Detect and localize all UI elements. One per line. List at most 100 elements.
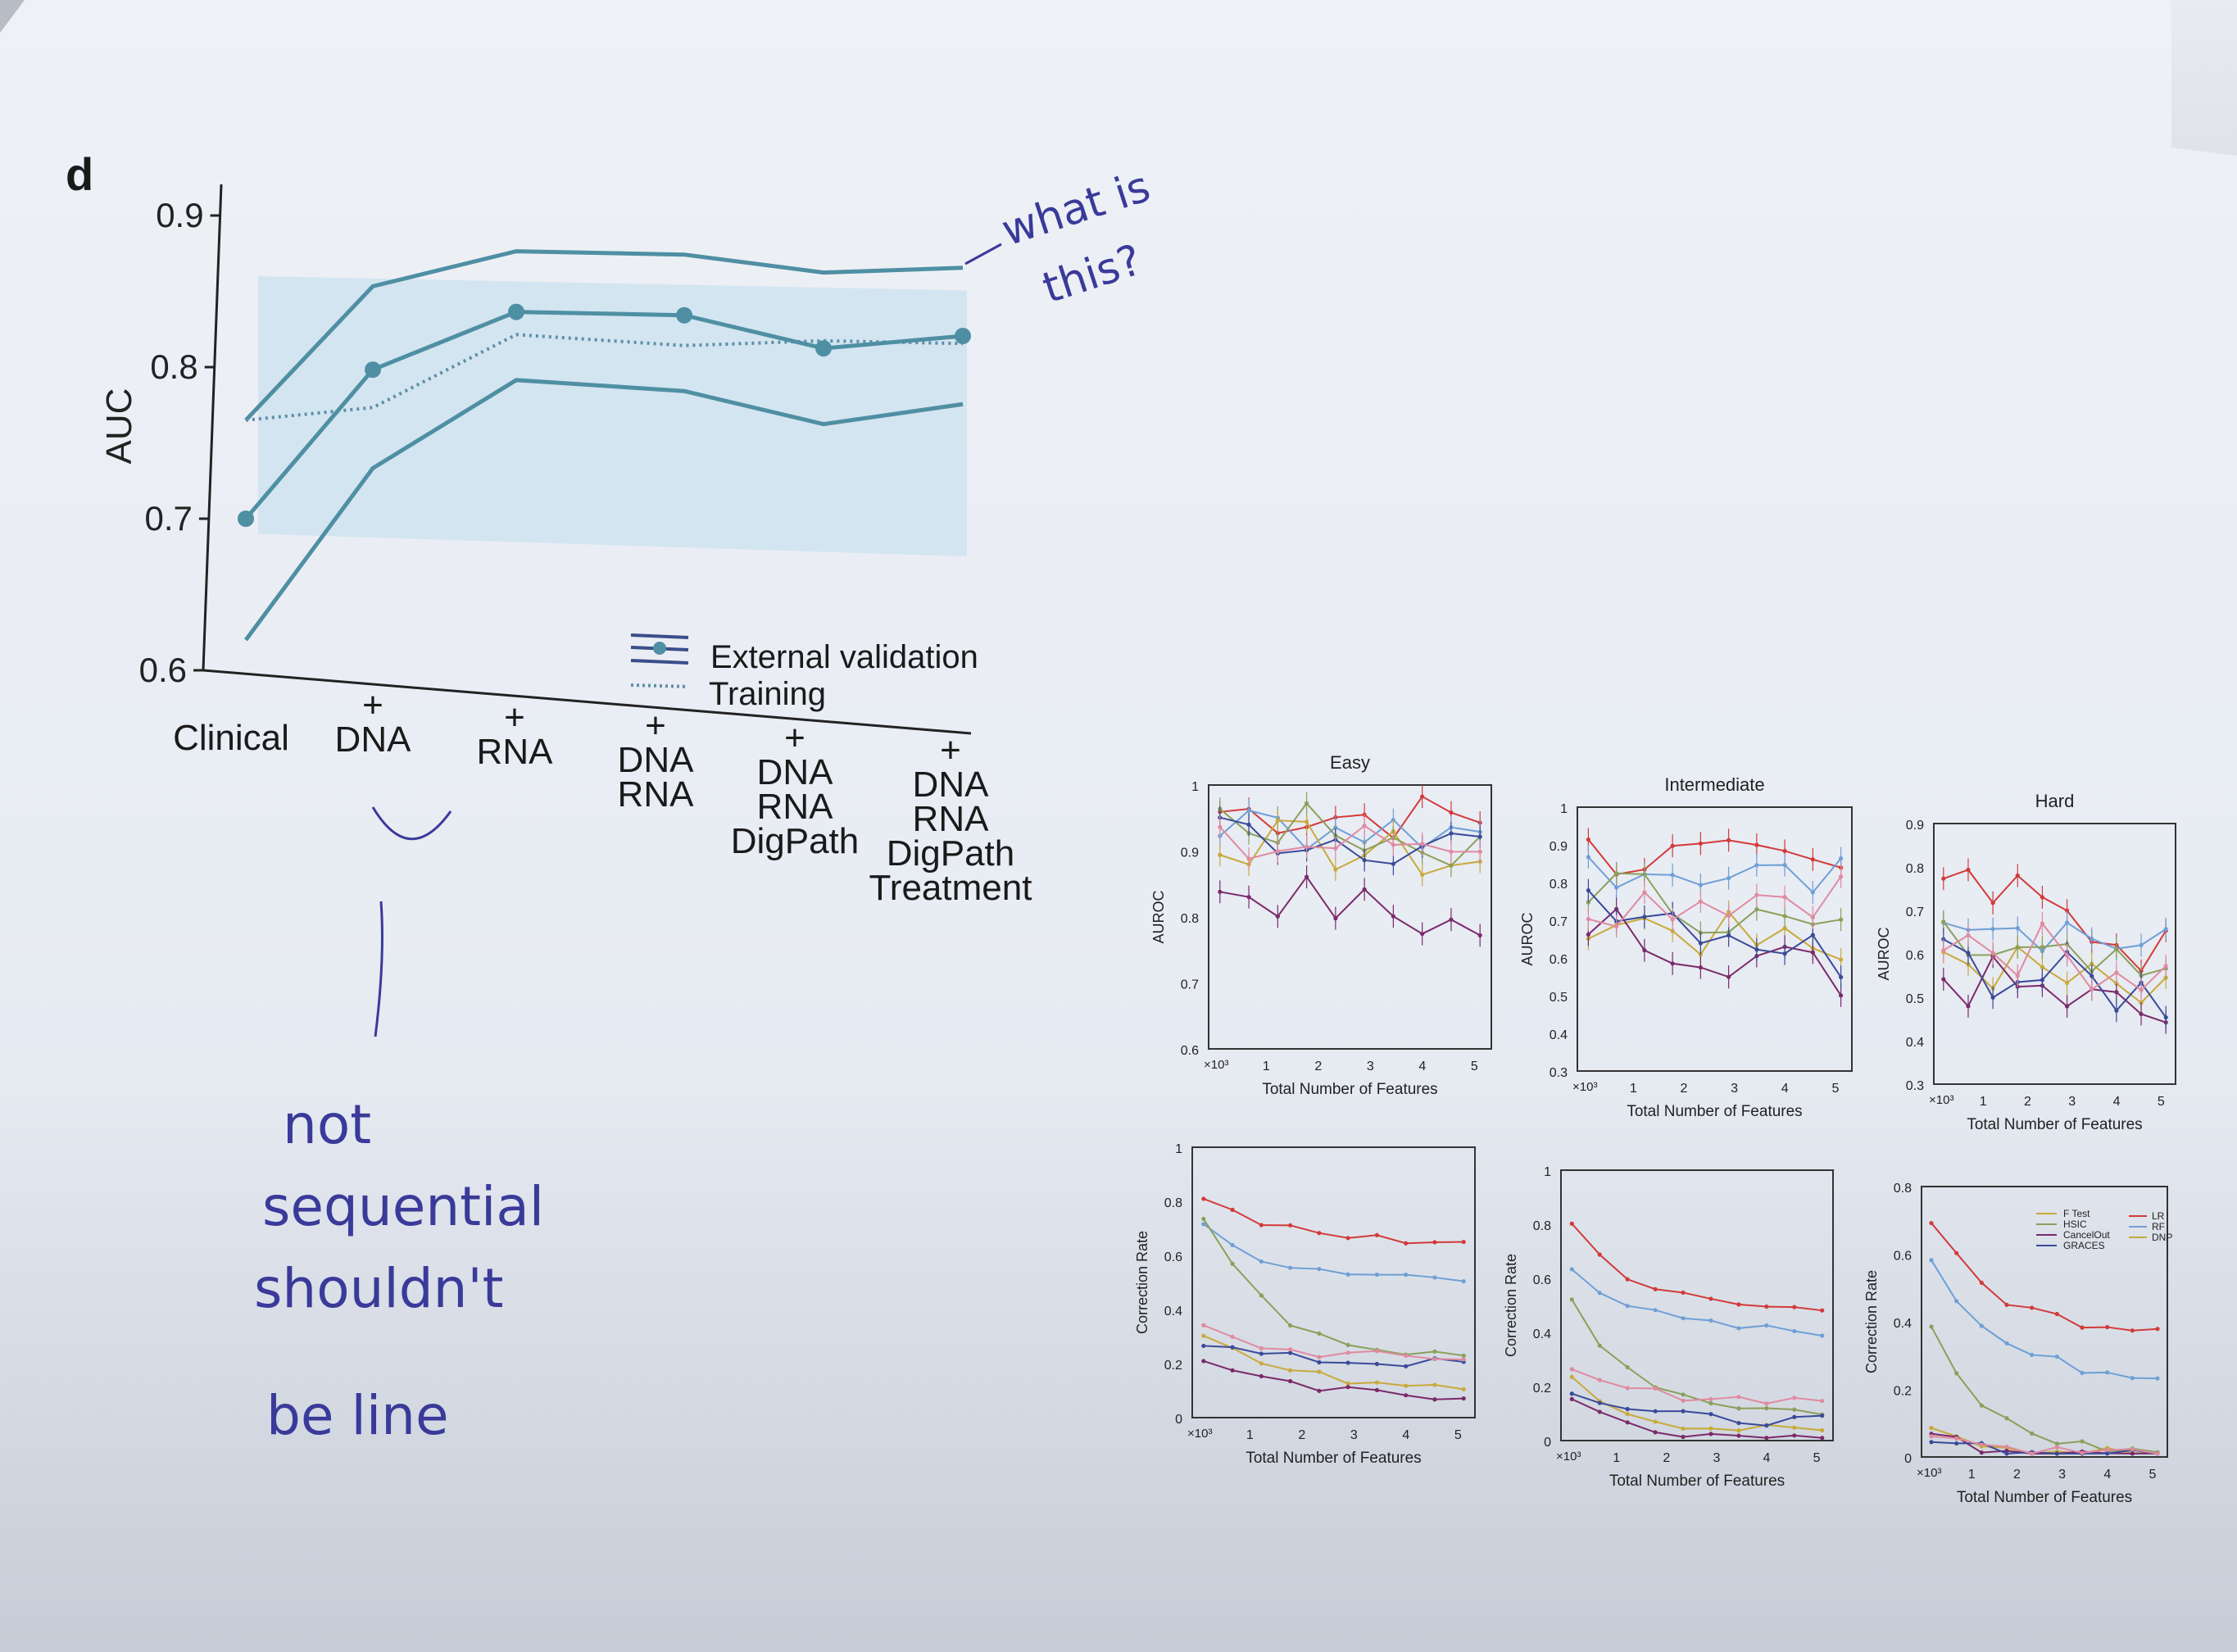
small-panel-frame xyxy=(1560,1169,1834,1441)
small-series-point xyxy=(1432,1349,1437,1354)
small-series-point xyxy=(2114,970,2119,975)
small-series-point xyxy=(1782,895,1787,900)
small-series-point xyxy=(1792,1328,1797,1334)
small-series-point xyxy=(1670,873,1675,878)
upper-bound-line xyxy=(244,249,964,422)
small-series-point xyxy=(1259,1293,1264,1298)
small-series-point xyxy=(1820,1436,1825,1441)
small-series-point xyxy=(1477,834,1482,839)
small-series-point xyxy=(2040,978,2045,983)
small-y-tick-label: 0.7 xyxy=(1181,978,1199,992)
small-series-point xyxy=(1246,808,1251,813)
small-x-tick-label: 5 xyxy=(1813,1451,1821,1465)
small-series-point xyxy=(1653,1409,1658,1414)
small-series-point xyxy=(1246,822,1251,827)
small-series-point xyxy=(1461,1396,1466,1401)
small-y-tick-label: 0.3 xyxy=(1906,1079,1924,1093)
small-series-point xyxy=(1625,1304,1630,1309)
small-series-point xyxy=(1569,1391,1574,1396)
small-series-point xyxy=(1597,1409,1602,1414)
small-series-line xyxy=(1931,1326,2158,1454)
small-series-point xyxy=(1259,1373,1264,1379)
small-series-line xyxy=(1571,1368,1822,1405)
small-x-axis-label: Total Number of Features xyxy=(1957,1489,2132,1506)
small-series-point xyxy=(1754,947,1759,952)
small-x-tick-label: 4 xyxy=(1781,1082,1789,1096)
y-ticks: 0.9 0.8 0.7 0.6 xyxy=(139,196,220,689)
small-y-tick-label: 0 xyxy=(1904,1452,1912,1466)
legend-swatch-external-bottom xyxy=(630,659,689,665)
small-series-point xyxy=(1317,1231,1322,1236)
small-series-point xyxy=(1736,1428,1741,1433)
small-series-point xyxy=(1792,1305,1797,1309)
small-series-point xyxy=(1449,849,1454,854)
small-series-point xyxy=(1362,858,1367,863)
small-series-line xyxy=(1203,1223,1464,1282)
small-series-point xyxy=(1792,1414,1797,1419)
x-category-labels: Clinical+DNA+RNA+DNARNA+DNARNADigPath+DN… xyxy=(173,685,1032,908)
small-series-point xyxy=(1954,1441,1959,1446)
small-x-multiplier: ×10³ xyxy=(1917,1466,1941,1480)
x-category-label: RNA xyxy=(618,774,695,815)
small-y-tick-label: 0.9 xyxy=(1181,846,1199,860)
small-series-point xyxy=(1586,900,1590,905)
small-series-line xyxy=(1203,1197,1464,1245)
small-series-point xyxy=(1345,1350,1350,1355)
small-series-point xyxy=(2130,1451,2135,1456)
small-x-tick-label: 4 xyxy=(2103,1468,2111,1482)
small-series-point xyxy=(1362,887,1367,892)
external-validation-point xyxy=(676,306,692,324)
small-series-point xyxy=(1839,974,1844,979)
small-series-point xyxy=(1625,1277,1630,1282)
small-series-point xyxy=(1979,1323,1984,1328)
small-series-point xyxy=(1642,914,1647,919)
top-note-line2: this? xyxy=(1037,235,1147,313)
small-series-point xyxy=(1782,914,1787,919)
small-y-tick-label: 0.6 xyxy=(1164,1250,1182,1264)
small-x-tick-label: 1 xyxy=(1968,1468,1976,1482)
small-series-point xyxy=(1727,837,1731,842)
small-legend-label: LR xyxy=(2152,1210,2165,1222)
small-series-point xyxy=(1681,1434,1686,1440)
small-x-tick-label: 5 xyxy=(1831,1082,1839,1096)
small-x-tick-label: 4 xyxy=(1763,1451,1771,1465)
small-y-axis-label: Correction Rate xyxy=(1503,1254,1519,1357)
small-y-tick-label: 0.5 xyxy=(1550,991,1568,1005)
small-series-point xyxy=(1941,948,1946,953)
small-series-point xyxy=(1288,1223,1293,1228)
y-tick-label: 0.6 xyxy=(139,651,187,689)
small-series-point xyxy=(1754,907,1759,912)
small-series-point xyxy=(1275,849,1280,854)
small-series-point xyxy=(1820,1333,1825,1338)
small-series-line xyxy=(1219,816,1481,865)
small-series-point xyxy=(1764,1405,1769,1411)
small-series-point xyxy=(1736,1433,1741,1438)
small-series-point xyxy=(1420,931,1425,937)
training-line xyxy=(245,333,964,422)
small-series-point xyxy=(1782,848,1787,854)
small-series-point xyxy=(1345,1236,1350,1241)
small-series-line xyxy=(1571,1299,1822,1416)
small-series-point xyxy=(1259,1223,1264,1228)
small-x-axis-label: Total Number of Features xyxy=(1967,1116,2142,1133)
small-x-tick-label: 4 xyxy=(2113,1095,2121,1109)
small-series-point xyxy=(1586,887,1590,893)
y-tick-label: 0.8 xyxy=(150,347,197,386)
small-series-point xyxy=(1979,1403,1984,1408)
small-series-line xyxy=(1202,1218,1464,1357)
small-series-point xyxy=(1288,1323,1293,1328)
small-legend-label: F Test xyxy=(2063,1208,2090,1219)
small-y-tick-label: 0.6 xyxy=(1533,1273,1551,1287)
small-y-tick-label: 0.2 xyxy=(1894,1385,1912,1399)
small-series-point xyxy=(2040,895,2045,900)
small-x-tick-label: 2 xyxy=(1681,1082,1688,1096)
small-series-point xyxy=(2030,1431,2035,1436)
small-series-point xyxy=(1569,1367,1574,1372)
small-y-tick-label: 0.6 xyxy=(1894,1250,1912,1264)
small-legend-label: CancelOut xyxy=(2063,1229,2110,1241)
small-series-line xyxy=(1203,1345,1464,1368)
small-series-point xyxy=(2139,1011,2144,1017)
small-panel-title: Easy xyxy=(1330,752,1370,773)
legend-external-label: External validation xyxy=(710,639,978,675)
small-y-tick-label: 0.4 xyxy=(1894,1317,1912,1331)
